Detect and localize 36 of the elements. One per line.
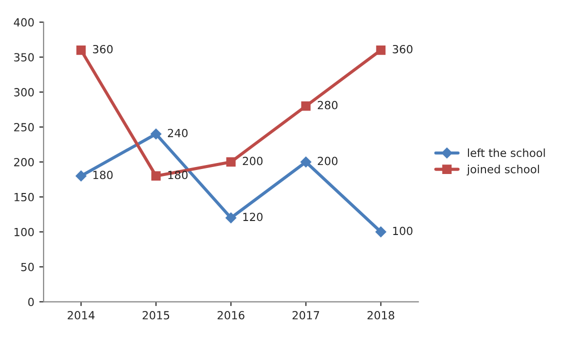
y-tick-label: 50 xyxy=(21,262,34,272)
data-label: 180 xyxy=(168,170,188,180)
y-tick-label: 0 xyxy=(28,298,34,306)
y-tick-label: 350 xyxy=(14,53,34,62)
x-tick-label: 2018 xyxy=(368,311,394,320)
legend-label: left the school xyxy=(468,148,545,158)
y-tick-label: 400 xyxy=(14,18,34,27)
point xyxy=(226,212,236,224)
y-tick-label: 100 xyxy=(14,228,34,236)
point xyxy=(376,45,386,55)
x-tick-label: 2015 xyxy=(142,311,170,320)
x-tick-label: 2014 xyxy=(68,311,95,320)
point xyxy=(76,45,86,55)
y-tick-label: 150 xyxy=(14,192,34,202)
point xyxy=(76,170,86,182)
data-label: 280 xyxy=(318,100,338,110)
data-label: 240 xyxy=(168,128,188,138)
legend-label: joined school xyxy=(466,164,539,176)
data-label: 180 xyxy=(93,170,113,180)
point xyxy=(226,157,236,167)
data-label: 120 xyxy=(243,212,263,222)
data-label: 100 xyxy=(393,226,412,236)
data-label: 360 xyxy=(93,44,113,54)
data-label: 200 xyxy=(318,156,338,166)
y-tick-label: 200 xyxy=(14,158,34,166)
point xyxy=(300,156,312,168)
x-tick-label: 2016 xyxy=(218,311,244,320)
point xyxy=(301,101,311,111)
x-tick-label: 2017 xyxy=(292,311,320,320)
point xyxy=(151,171,161,181)
point xyxy=(375,226,386,238)
y-tick-label: 250 xyxy=(14,122,34,132)
y-tick-label: 300 xyxy=(14,88,34,96)
data-label: 200 xyxy=(242,156,263,166)
data-label: 360 xyxy=(392,44,412,54)
point xyxy=(150,128,162,140)
